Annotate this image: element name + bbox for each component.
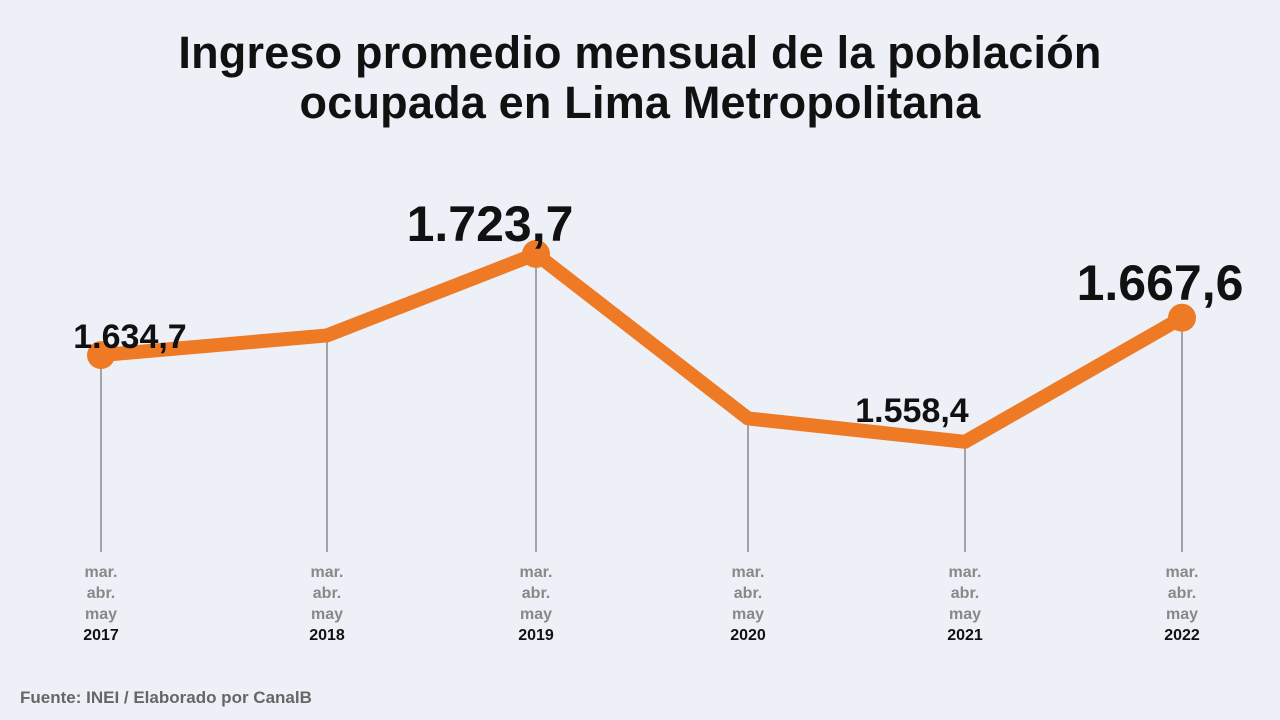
tick-period-2020-1: abr. [734,585,762,602]
tick-period-2017-2: may [85,606,117,623]
tick-period-2021-1: abr. [951,585,979,602]
tick-period-2022-2: may [1166,606,1198,623]
title-line-1: Ingreso promedio mensual de la población [178,27,1102,78]
tick-period-2021-0: mar. [949,564,982,581]
data-label-2021: 1.558,4 [855,392,969,430]
tick-period-2020-2: may [732,606,764,623]
chart-title: Ingreso promedio mensual de la población… [0,28,1280,128]
tick-label-2019: 2019 [518,627,554,644]
series-line [94,246,1189,449]
data-label-2022: 1.667,6 [1077,255,1244,311]
tick-period-2019-1: abr. [522,585,550,602]
tick-period-2019-0: mar. [520,564,553,581]
source-note: Fuente: INEI / Elaborado por CanalB [20,688,312,707]
marker-2022 [1168,303,1196,332]
data-label-2019: 1.723,7 [407,196,574,252]
data-label-2017: 1.634,7 [73,318,186,356]
tick-period-2021-2: may [949,606,981,623]
tick-period-2017-0: mar. [85,564,118,581]
title-line-2: ocupada en Lima Metropolitana [299,77,981,128]
marker-2017 [87,341,115,370]
tick-label-2018: 2018 [309,627,345,644]
marker-2019 [522,239,550,268]
tick-label-2022: 2022 [1164,627,1200,644]
tick-period-2019-2: may [520,606,552,623]
tick-period-2022-1: abr. [1168,585,1196,602]
tick-label-2020: 2020 [730,627,766,644]
tick-period-2018-1: abr. [313,585,341,602]
tick-period-2018-0: mar. [311,564,344,581]
tick-label-2021: 2021 [947,627,983,644]
tick-period-2022-0: mar. [1166,564,1199,581]
tick-label-2017: 2017 [83,627,119,644]
tick-period-2017-1: abr. [87,585,115,602]
tick-period-2018-2: may [311,606,343,623]
tick-period-2020-0: mar. [732,564,765,581]
